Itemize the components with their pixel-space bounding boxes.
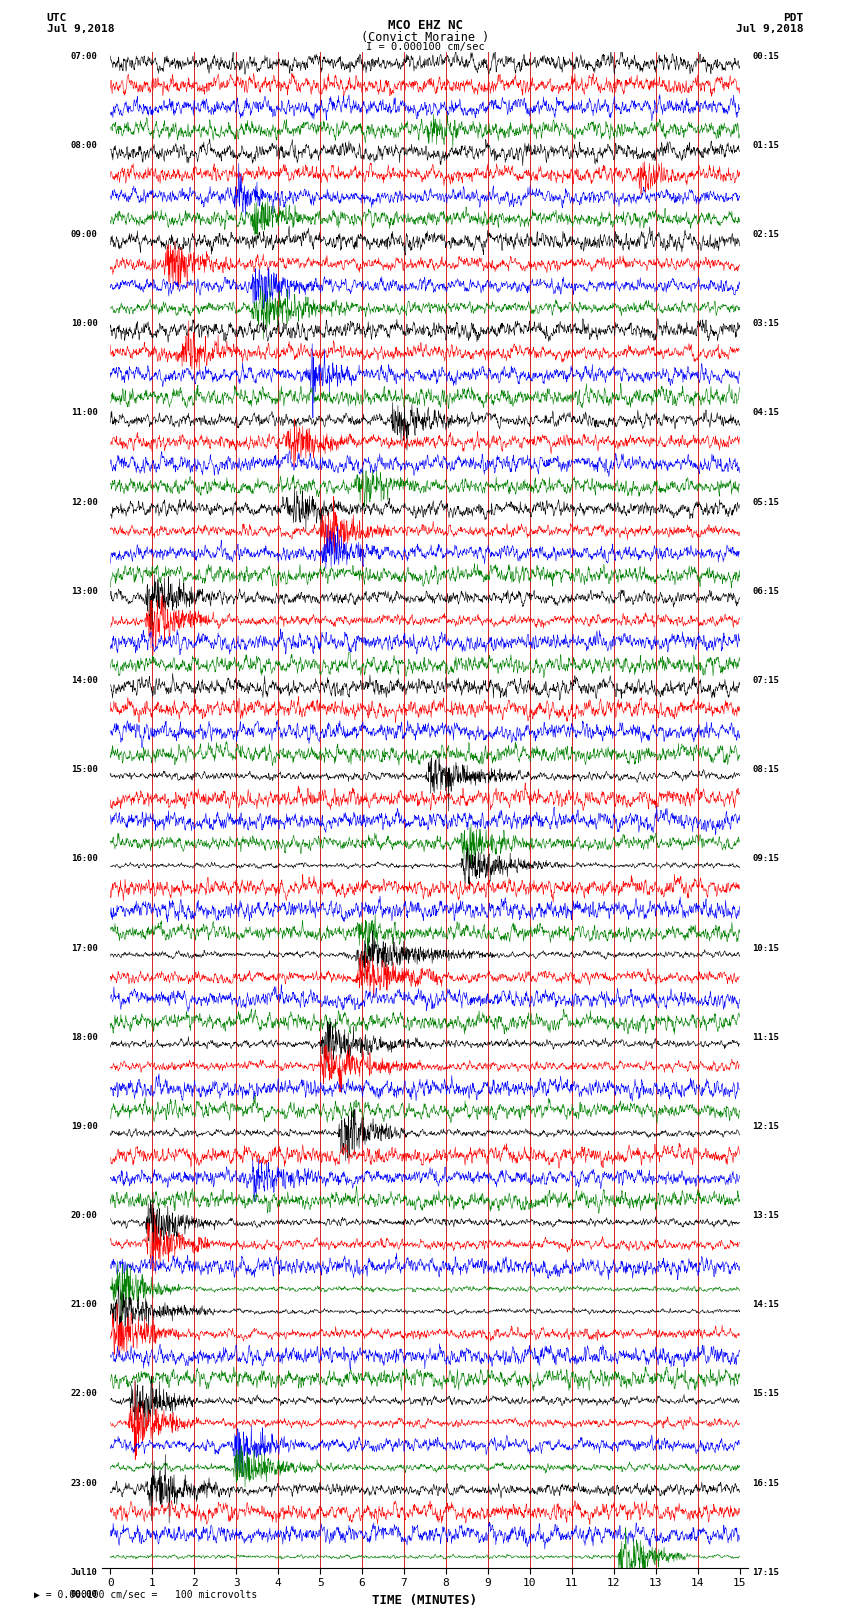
Text: 05:15: 05:15 — [752, 497, 779, 506]
Text: 17:15: 17:15 — [752, 1568, 779, 1578]
Text: 22:00: 22:00 — [71, 1389, 98, 1398]
Text: 09:15: 09:15 — [752, 855, 779, 863]
Text: Jul 9,2018: Jul 9,2018 — [47, 24, 114, 34]
Text: 14:00: 14:00 — [71, 676, 98, 686]
Text: ▶ = 0.000100 cm/sec =   100 microvolts: ▶ = 0.000100 cm/sec = 100 microvolts — [34, 1590, 258, 1600]
Text: 13:00: 13:00 — [71, 587, 98, 595]
Text: 08:00: 08:00 — [71, 140, 98, 150]
Text: 18:00: 18:00 — [71, 1032, 98, 1042]
Text: MCO EHZ NC: MCO EHZ NC — [388, 19, 462, 32]
Text: 15:15: 15:15 — [752, 1389, 779, 1398]
Text: 09:00: 09:00 — [71, 231, 98, 239]
Text: 06:15: 06:15 — [752, 587, 779, 595]
Text: 02:15: 02:15 — [752, 231, 779, 239]
Text: 08:15: 08:15 — [752, 765, 779, 774]
Text: 19:00: 19:00 — [71, 1123, 98, 1131]
Text: PDT: PDT — [783, 13, 803, 23]
Text: 07:15: 07:15 — [752, 676, 779, 686]
Text: Jul 9,2018: Jul 9,2018 — [736, 24, 803, 34]
Text: 00:00: 00:00 — [71, 1590, 98, 1598]
Text: 16:15: 16:15 — [752, 1479, 779, 1487]
X-axis label: TIME (MINUTES): TIME (MINUTES) — [372, 1594, 478, 1607]
Text: 12:00: 12:00 — [71, 497, 98, 506]
Text: 17:00: 17:00 — [71, 944, 98, 953]
Text: 04:15: 04:15 — [752, 408, 779, 418]
Text: 07:00: 07:00 — [71, 52, 98, 61]
Text: 20:00: 20:00 — [71, 1211, 98, 1219]
Text: UTC: UTC — [47, 13, 67, 23]
Text: 11:00: 11:00 — [71, 408, 98, 418]
Text: 03:15: 03:15 — [752, 319, 779, 327]
Text: 11:15: 11:15 — [752, 1032, 779, 1042]
Text: Jul10: Jul10 — [71, 1568, 98, 1578]
Text: 21:00: 21:00 — [71, 1300, 98, 1310]
Text: 12:15: 12:15 — [752, 1123, 779, 1131]
Text: 14:15: 14:15 — [752, 1300, 779, 1310]
Text: 13:15: 13:15 — [752, 1211, 779, 1219]
Text: I = 0.000100 cm/sec: I = 0.000100 cm/sec — [366, 42, 484, 52]
Text: 00:15: 00:15 — [752, 52, 779, 61]
Text: 10:15: 10:15 — [752, 944, 779, 953]
Text: 10:00: 10:00 — [71, 319, 98, 327]
Text: 23:00: 23:00 — [71, 1479, 98, 1487]
Text: 01:15: 01:15 — [752, 140, 779, 150]
Text: 15:00: 15:00 — [71, 765, 98, 774]
Text: 16:00: 16:00 — [71, 855, 98, 863]
Text: (Convict Moraine ): (Convict Moraine ) — [361, 31, 489, 44]
